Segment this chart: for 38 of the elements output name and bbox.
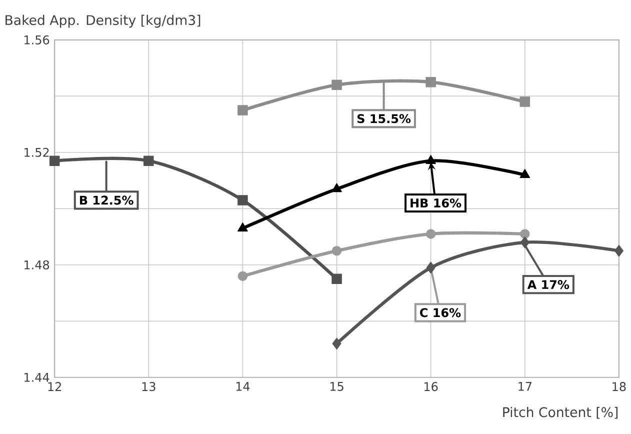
point: [332, 80, 342, 90]
point: [144, 156, 154, 166]
point: [49, 156, 60, 166]
point: [238, 194, 248, 206]
y-tick-label: 1.44: [24, 372, 50, 382]
point: [332, 274, 342, 284]
point: [520, 168, 530, 178]
point: [332, 338, 342, 350]
y-axis-title: Baked App. Density [kg/dm3]: [6, 14, 200, 28]
point: [238, 271, 248, 281]
point: [520, 236, 530, 248]
point: [520, 96, 530, 107]
point: [332, 246, 342, 256]
y-tick-label: 1.56: [24, 35, 50, 44]
point: [614, 244, 624, 257]
x-tick-label: 18: [612, 382, 626, 391]
point: [426, 262, 436, 274]
text: S 15.5%: [357, 114, 411, 124]
x-axis-title: Pitch Content [%]: [503, 406, 618, 419]
point: [238, 104, 248, 116]
x-tick-label: 12: [48, 382, 61, 391]
text: A 17%: [527, 280, 570, 289]
x-tick-label: 16: [424, 382, 438, 391]
text: HB 16%: [410, 198, 462, 208]
y-tick-label: 1.52: [24, 148, 49, 157]
point: [426, 76, 436, 88]
point: [426, 154, 436, 164]
text: B 12.5%: [80, 196, 134, 205]
x-tick-label: 13: [142, 382, 156, 391]
text: C 16%: [420, 308, 461, 318]
y-tick-label: 1.48: [24, 260, 50, 270]
point: [520, 228, 530, 239]
point: [332, 182, 342, 192]
x-tick-label: 17: [518, 382, 532, 391]
point: [426, 228, 436, 239]
x-tick-label: 15: [330, 382, 344, 391]
point: [238, 222, 248, 232]
x-tick-label: 14: [236, 382, 250, 391]
